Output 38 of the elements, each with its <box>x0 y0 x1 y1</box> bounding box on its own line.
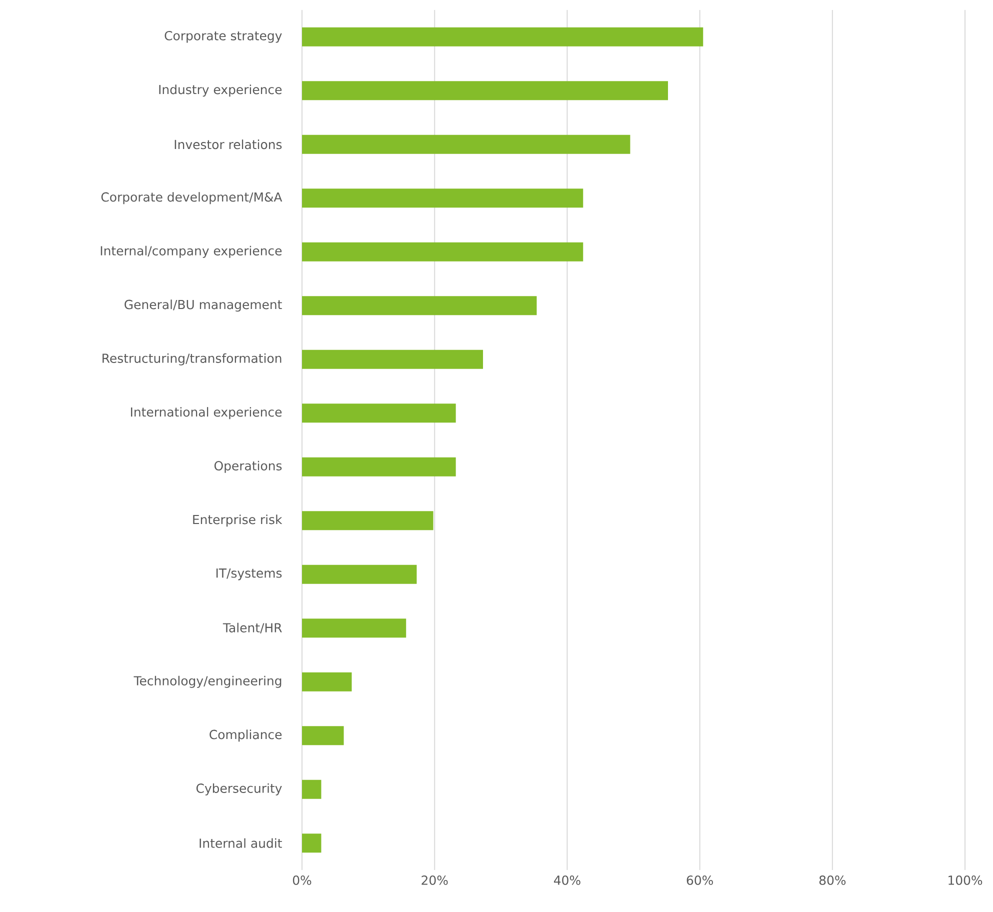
bar <box>302 511 434 530</box>
bar <box>302 350 484 369</box>
bar <box>302 296 537 316</box>
y-tick-label: Enterprise risk <box>193 514 282 527</box>
y-tick-label: Restructuring/transformation <box>102 353 282 366</box>
bar <box>302 27 704 46</box>
bar <box>302 404 456 423</box>
bar <box>302 618 406 638</box>
x-tick-label: 60% <box>686 876 713 885</box>
x-tick-label: 0% <box>292 876 312 885</box>
x-tick-label: 100% <box>948 876 982 885</box>
x-tick-label: 20% <box>422 876 448 885</box>
bar <box>302 672 352 692</box>
y-tick-label: Internal audit <box>200 838 282 848</box>
bar <box>302 242 584 262</box>
y-tick-label: IT/systems <box>216 568 282 580</box>
y-tick-label: International experience <box>130 407 282 420</box>
x-tick-label: 80% <box>819 876 846 885</box>
y-tick-label: Internal/company experience <box>100 246 282 258</box>
y-tick-label: General/BU management <box>124 300 282 312</box>
y-tick-label: Corporate strategy <box>164 30 282 43</box>
bar <box>302 726 344 746</box>
bar <box>302 780 322 799</box>
bar <box>302 834 322 853</box>
bar <box>302 564 417 584</box>
bar <box>302 188 584 208</box>
y-tick-label: Compliance <box>210 730 282 742</box>
bar <box>302 81 668 100</box>
y-tick-label: Corporate development/M&A <box>101 192 282 204</box>
y-tick-label: Investor relations <box>174 140 282 150</box>
y-tick-label: Operations <box>214 460 282 473</box>
y-tick-label: Technology/engineering <box>134 676 282 688</box>
x-tick-label: 40% <box>554 876 580 885</box>
bar <box>302 134 630 154</box>
y-tick-label: Cybersecurity <box>196 783 282 796</box>
y-tick-label: Talent/HR <box>222 622 282 634</box>
bar <box>302 457 456 476</box>
y-tick-label: Industry experience <box>159 84 282 97</box>
